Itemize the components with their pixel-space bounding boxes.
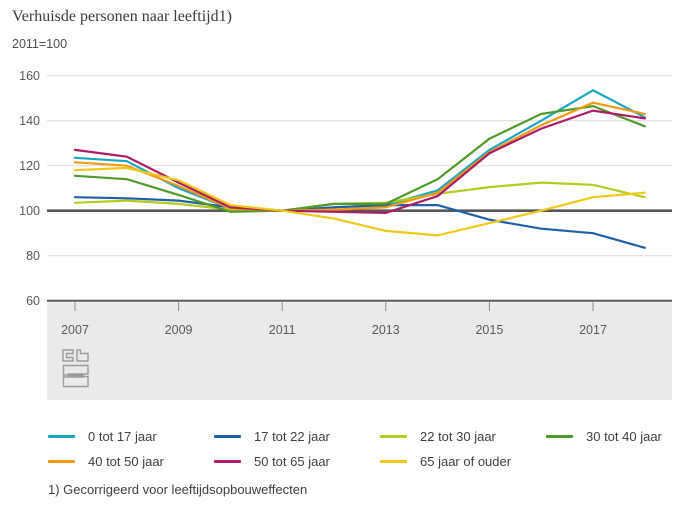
legend-label: 22 tot 30 jaar bbox=[420, 428, 496, 444]
legend-label: 50 tot 65 jaar bbox=[254, 453, 330, 469]
legend-item-6: 65 jaar of ouder bbox=[380, 453, 546, 469]
legend-item-4: 40 tot 50 jaar bbox=[48, 453, 214, 469]
legend-swatch bbox=[546, 434, 573, 438]
legend-swatch bbox=[380, 459, 407, 463]
chart-unit-label: 2011=100 bbox=[12, 37, 68, 51]
y-tick-label: 60 bbox=[26, 294, 40, 308]
legend-item-1: 17 tot 22 jaar bbox=[214, 428, 380, 444]
x-tick-label: 2013 bbox=[372, 323, 400, 337]
x-axis-band bbox=[47, 302, 672, 400]
chart-canvas: 160 140 120 100 80 60 2007 2009 2011 2013 2015 2017 bbox=[19, 69, 672, 400]
series-line-6 bbox=[73, 166, 646, 237]
series-line-1 bbox=[73, 196, 646, 249]
legend-swatch bbox=[214, 459, 241, 463]
series-line-4 bbox=[73, 101, 646, 212]
y-tick-label: 140 bbox=[19, 114, 40, 128]
legend-item-0: 0 tot 17 jaar bbox=[48, 428, 214, 444]
legend-label: 17 tot 22 jaar bbox=[254, 428, 330, 444]
y-tick-label: 100 bbox=[19, 204, 40, 218]
x-tick-label: 2011 bbox=[269, 323, 296, 337]
y-tick-label: 80 bbox=[26, 249, 40, 263]
legend-swatch bbox=[48, 434, 75, 438]
chart-legend: 0 tot 17 jaar 17 tot 22 jaar 22 tot 30 jaa… bbox=[48, 428, 668, 469]
x-tick-label: 2017 bbox=[579, 323, 607, 337]
legend-swatch bbox=[214, 434, 241, 438]
legend-label: 30 tot 40 jaar bbox=[586, 428, 662, 444]
legend-swatch bbox=[48, 459, 75, 463]
y-tick-label: 160 bbox=[19, 69, 40, 83]
y-tick-label: 120 bbox=[19, 159, 40, 173]
legend-swatch bbox=[380, 434, 407, 438]
x-tick-label: 2015 bbox=[475, 323, 503, 337]
legend-item-2: 22 tot 30 jaar bbox=[380, 428, 546, 444]
series-line-3 bbox=[73, 104, 646, 213]
legend-label: 65 jaar of ouder bbox=[420, 453, 512, 469]
legend-item-3: 30 tot 40 jaar bbox=[546, 428, 668, 444]
legend-item-5: 50 tot 65 jaar bbox=[214, 453, 380, 469]
legend-label: 40 tot 50 jaar bbox=[88, 453, 164, 469]
x-tick-label: 2009 bbox=[165, 323, 193, 337]
chart-footnote: 1) Gecorrigeerd voor leeftijdsopbouweffe… bbox=[48, 482, 308, 497]
chart-title: Verhuisde personen naar leeftijd1) bbox=[12, 8, 232, 25]
legend-label: 0 tot 17 jaar bbox=[88, 428, 157, 444]
x-tick-label: 2007 bbox=[61, 323, 89, 337]
series-line-5 bbox=[73, 109, 646, 215]
cbs-logo-icon bbox=[62, 349, 89, 388]
series-line-0 bbox=[73, 89, 646, 212]
